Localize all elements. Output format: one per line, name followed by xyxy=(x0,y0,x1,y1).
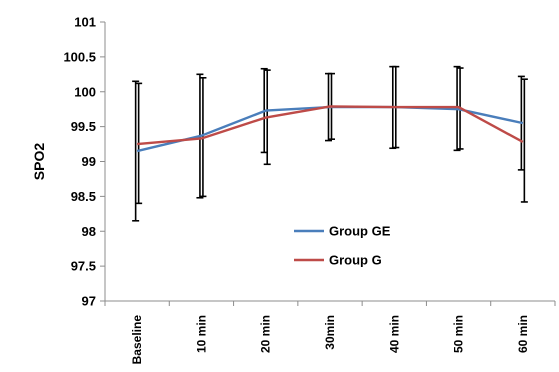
error-bars xyxy=(132,65,528,222)
y-tick-label: 99 xyxy=(82,154,96,169)
legend: Group GE Group G xyxy=(294,224,391,268)
y-tick-label: 98.5 xyxy=(71,189,96,204)
legend-label: Group G xyxy=(329,253,382,268)
y-tick-label: 100 xyxy=(74,84,96,99)
x-tick-label: 30min xyxy=(323,315,337,350)
tick-labels: 97 97.5 98 98.5 99 99.5 100 100.5 101 Baseline 10 … xyxy=(63,15,529,365)
y-tick-label: 97 xyxy=(82,294,96,309)
y-tick-label: 100.5 xyxy=(63,49,96,64)
legend-label: Group GE xyxy=(329,224,391,239)
y-axis-label: SPO2 xyxy=(31,143,47,181)
x-tick-label: 20 min xyxy=(259,315,273,353)
y-tick-label: 101 xyxy=(74,15,96,30)
series-line-group-ge xyxy=(136,105,524,153)
y-tick-label: 98 xyxy=(82,224,96,239)
axes xyxy=(100,21,556,306)
y-tick-label: 99.5 xyxy=(71,119,96,134)
series-line-group-g xyxy=(137,105,524,146)
x-tick-label: 50 min xyxy=(452,315,466,353)
x-tick-label: 60 min xyxy=(516,315,530,353)
x-tick-label: 10 min xyxy=(194,315,208,353)
series-lines xyxy=(136,105,524,153)
y-tick-label: 97.5 xyxy=(71,259,96,274)
x-tick-label: 40 min xyxy=(387,315,401,353)
x-tick-label: Baseline xyxy=(130,315,144,365)
